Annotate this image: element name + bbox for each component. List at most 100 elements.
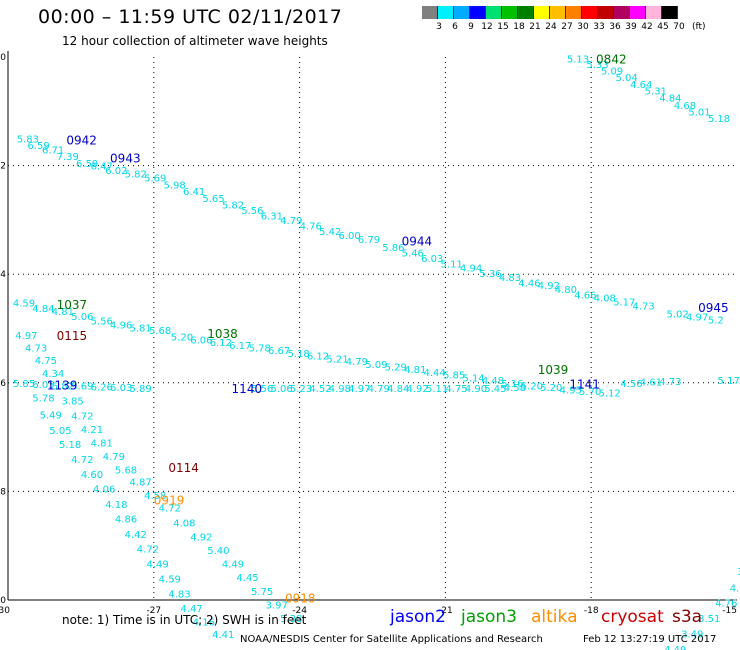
swh-value-label: 5.69 — [71, 382, 93, 393]
satellite-legend-jason3: jason3 — [461, 607, 517, 627]
swh-value-label: 4.41 — [212, 630, 234, 641]
swh-value-label: 5.82 — [52, 382, 74, 393]
map-subtitle: 12 hour collection of altimeter wave hei… — [62, 34, 328, 48]
lat-tick-label: -60 — [0, 53, 6, 63]
swh-value-label: 5.16 — [501, 379, 523, 390]
swh-value-label: 4.61 — [640, 378, 662, 389]
swh-value-label: 4.84 — [387, 384, 409, 395]
swh-value-label: 5.85 — [443, 371, 465, 382]
swh-value-label: 5.31 — [645, 87, 667, 98]
legend-label: 3 — [436, 22, 442, 32]
pass-time-label: 1038 — [207, 327, 238, 341]
swh-value-label: 5.11 — [441, 259, 463, 270]
swh-value-label: 4.92 — [407, 384, 429, 395]
swh-value-label: 5.56 — [241, 206, 263, 217]
legend-swatch — [470, 6, 486, 19]
swh-value-label: 5.18 — [287, 349, 309, 360]
swh-value-label: 6.31 — [261, 212, 283, 223]
legend-swatch — [582, 6, 598, 19]
legend-label: 30 — [577, 22, 589, 32]
swh-value-label: 6.47 — [91, 162, 113, 173]
swh-value-label: 5.98 — [164, 181, 186, 192]
pass-time-label: 0942 — [66, 134, 97, 148]
lat-tick-label: -64 — [0, 270, 6, 280]
swh-value-label: 4.81 — [52, 307, 74, 318]
swh-value-label: 5.85 — [13, 379, 35, 390]
swh-value-label: 5.05 — [49, 426, 71, 437]
swh-value-label: 5.06 — [71, 312, 93, 323]
swh-value-label: 6.26 — [91, 383, 113, 394]
swh-value-label: 6.00 — [338, 231, 360, 242]
swh-value-label: 5.78 — [32, 393, 54, 404]
swh-value-label: 6.12 — [307, 352, 329, 363]
swh-value-label: 6.03 — [110, 383, 132, 394]
swh-value-label: 5.20 — [521, 382, 543, 393]
legend-label: 6 — [452, 22, 458, 32]
footer-note: note: 1) Time is in UTC; 2) SWH is in fe… — [62, 613, 307, 627]
swh-value-label: 3.85 — [61, 397, 83, 408]
swh-value-label: 5.11 — [426, 384, 448, 395]
lat-tick-label: -68 — [0, 487, 6, 497]
pass-time-label: 1039 — [538, 363, 569, 377]
swh-value-label: 4.97 — [686, 313, 708, 324]
swh-value-label: 5.09 — [601, 67, 623, 78]
swh-value-label: 3.51 — [698, 614, 720, 625]
swh-value-label: 5.68 — [115, 466, 137, 477]
swh-value-label: 4.08 — [173, 518, 195, 529]
swh-value-label: 4.46 — [518, 278, 540, 289]
legend-label: 42 — [641, 22, 653, 32]
swh-value-label: 5.89 — [130, 384, 152, 395]
lon-tick-label: -21 — [438, 606, 453, 616]
swh-value-label: 6.06 — [190, 335, 212, 346]
legend-swatch — [518, 6, 534, 19]
legend-swatch — [422, 6, 438, 19]
swh-value-label: 4.16 — [193, 618, 215, 629]
pass-time-label: 1140 — [232, 382, 263, 396]
swh-value-label: 5.29 — [385, 363, 407, 374]
swh-value-label: 5.36 — [479, 269, 501, 280]
swh-value-label: 5.42 — [319, 227, 341, 238]
swh-value-label: 4.87 — [130, 478, 152, 489]
swh-value-label: 4.95 — [560, 385, 582, 396]
legend-label: 18 — [513, 22, 525, 32]
swh-value-label: 4.72 — [137, 544, 159, 555]
pass-time-label: 0842 — [596, 53, 627, 67]
swh-value-label: 4.49 — [222, 560, 244, 571]
swh-value-label: 4.83 — [499, 273, 521, 284]
legend-label: 15 — [497, 22, 509, 32]
swh-value-label: 4.86 — [115, 515, 137, 526]
swh-value-label: 5.09 — [365, 360, 387, 371]
swh-value-label: 4.98 — [329, 384, 351, 395]
pass-time-label: 0944 — [402, 235, 433, 249]
lon-tick-label: -24 — [292, 606, 307, 616]
swh-value-label: 4.97 — [15, 331, 37, 342]
swh-value-label: 5.18 — [708, 114, 730, 125]
swh-value-label: 4.81 — [404, 365, 426, 376]
swh-value-label: 4.52 — [309, 384, 331, 395]
swh-value-label: 5.01 — [688, 107, 710, 118]
swh-value-label: 4.96 — [110, 321, 132, 332]
legend-swatch — [438, 6, 454, 19]
swh-value-label: 5.12 — [598, 389, 620, 400]
swh-value-label: 6.71 — [42, 145, 64, 156]
legend-swatch — [598, 6, 614, 19]
swh-value-label: 5.20 — [171, 333, 193, 344]
swh-value-label: 4.08 — [594, 294, 616, 305]
satellite-legend-altika: altika — [531, 607, 578, 627]
swh-value-label: 6.12 — [210, 338, 232, 349]
swh-value-label: 6.03 — [421, 254, 443, 265]
swh-value-label: 4.68 — [674, 101, 696, 112]
legend-swatch — [566, 6, 582, 19]
lon-tick-label: -18 — [584, 606, 599, 616]
legend-swatch — [630, 6, 646, 19]
swh-value-label: 6.67 — [268, 346, 290, 357]
swh-value-label: 4.73 — [659, 377, 681, 388]
swh-value-label: 4.06 — [93, 485, 115, 496]
swh-value-label: 4.84 — [32, 304, 54, 315]
swh-value-label: 4.79 — [103, 452, 125, 463]
pass-time-label: 0918 — [285, 591, 316, 605]
swh-value-label: 4.92 — [538, 281, 560, 292]
swh-value-label: 5.68 — [149, 326, 171, 337]
swh-value-label: 5.23 — [290, 384, 312, 395]
swh-value-label: 4.75 — [35, 356, 57, 367]
